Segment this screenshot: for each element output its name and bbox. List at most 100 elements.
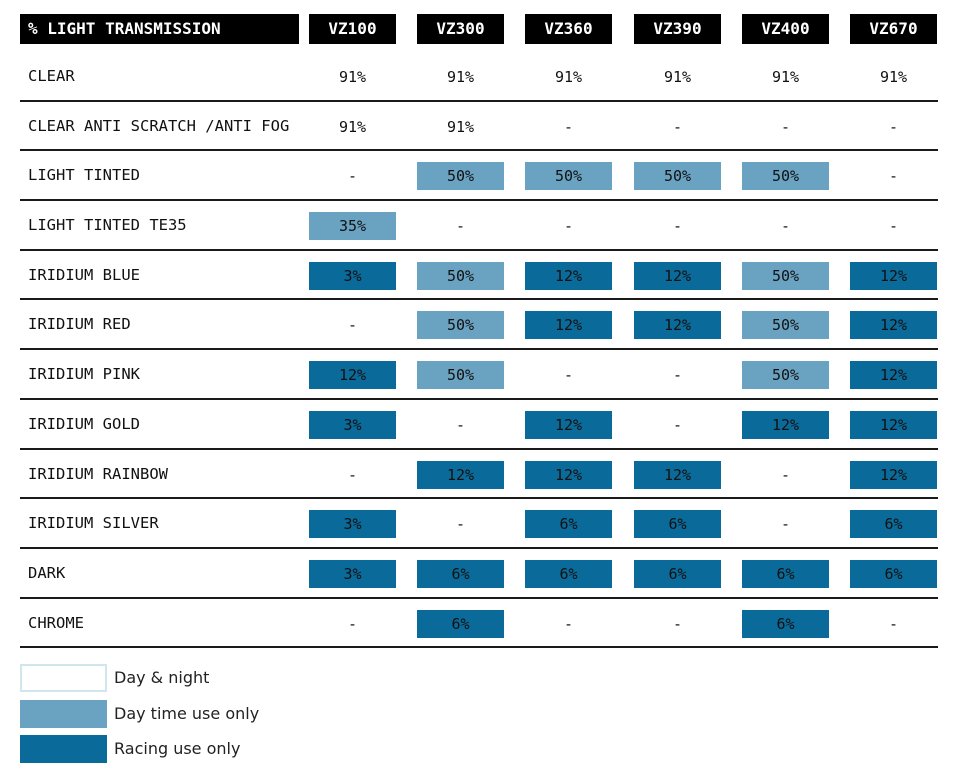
legend-label: Day time use only: [114, 703, 260, 723]
transmission-cell: 6%: [525, 510, 612, 539]
header-light-transmission: % LIGHT TRANSMISSION: [20, 14, 299, 44]
transmission-cell: 3%: [309, 261, 396, 290]
table-row: CHROME - 6% - - 6% -: [20, 599, 938, 649]
row-label: IRIDIUM BLUE: [28, 265, 140, 284]
table-row: IRIDIUM GOLD 3% - 12% - 12% 12%: [20, 400, 938, 450]
light-transmission-table: % LIGHT TRANSMISSION VZ100 VZ300 VZ360 VZ39…: [20, 14, 938, 649]
row-label: LIGHT TINTED: [28, 166, 140, 185]
transmission-cell: 3%: [309, 559, 396, 588]
transmission-cell: 91%: [879, 68, 908, 86]
table-header-row: % LIGHT TRANSMISSION VZ100 VZ300 VZ360 VZ39…: [20, 14, 938, 44]
transmission-cell: 6%: [417, 559, 504, 588]
transmission-cell: 91%: [771, 68, 800, 86]
transmission-cell: -: [455, 217, 466, 236]
transmission-cell: -: [672, 415, 683, 434]
header-vz670: VZ670: [850, 14, 937, 44]
transmission-cell: -: [780, 217, 791, 236]
transmission-cell: 50%: [634, 162, 721, 191]
transmission-cell: 6%: [417, 609, 504, 638]
transmission-cell: -: [780, 515, 791, 534]
transmission-cell: 50%: [742, 311, 829, 340]
table-row: LIGHT TINTED TE35 35% - - - - -: [20, 201, 938, 251]
legend-label: Racing use only: [114, 739, 241, 758]
transmission-cell: 12%: [525, 460, 612, 489]
transmission-cell: 6%: [634, 559, 721, 588]
transmission-cell: 6%: [634, 510, 721, 539]
row-label: DARK: [28, 563, 66, 582]
row-label: CLEAR: [28, 67, 75, 85]
transmission-cell: 6%: [850, 510, 937, 539]
table-row: IRIDIUM RED - 50% 12% 12% 50% 12%: [20, 300, 938, 351]
transmission-cell: 6%: [742, 609, 829, 638]
transmission-cell: 50%: [417, 261, 504, 290]
transmission-cell: -: [672, 614, 683, 633]
transmission-cell: 91%: [663, 68, 692, 86]
header-vz300: VZ300: [417, 14, 504, 44]
table-row: CLEAR 91% 91% 91% 91% 91% 91%: [20, 52, 938, 102]
transmission-cell: 12%: [525, 410, 612, 439]
table-row: IRIDIUM SILVER 3% - 6% 6% - 6%: [20, 499, 938, 549]
table-row: LIGHT TINTED - 50% 50% 50% 50% -: [20, 151, 938, 202]
row-label: IRIDIUM PINK: [28, 365, 140, 384]
transmission-cell: 50%: [742, 162, 829, 191]
transmission-cell: 12%: [850, 311, 937, 340]
table-row: CLEAR ANTI SCRATCH /ANTI FOG 91% 91% - - - -: [20, 102, 938, 152]
row-label: CHROME: [28, 613, 84, 632]
transmission-cell: 12%: [309, 361, 396, 390]
transmission-cell: -: [347, 167, 358, 186]
transmission-cell: -: [672, 217, 683, 236]
row-label: LIGHT TINTED TE35: [28, 216, 187, 235]
transmission-cell: -: [455, 515, 466, 534]
transmission-cell: -: [563, 217, 574, 236]
row-label: IRIDIUM SILVER: [28, 514, 159, 533]
transmission-cell: 3%: [309, 410, 396, 439]
transmission-cell: -: [888, 117, 899, 136]
transmission-cell: -: [455, 415, 466, 434]
transmission-cell: 12%: [634, 261, 721, 290]
transmission-cell: 91%: [446, 117, 475, 136]
transmission-cell: 91%: [554, 68, 583, 86]
transmission-cell: 12%: [850, 460, 937, 489]
legend-label: Day & night: [114, 668, 210, 687]
table-body: CLEAR 91% 91% 91% 91% 91% 91% CLEAR ANTI SCRATC…: [20, 52, 938, 649]
transmission-cell: -: [888, 217, 899, 236]
transmission-cell: 50%: [742, 261, 829, 290]
transmission-cell: 12%: [850, 361, 937, 390]
transmission-cell: 50%: [417, 162, 504, 191]
transmission-cell: 12%: [525, 261, 612, 290]
transmission-cell: 6%: [525, 559, 612, 588]
transmission-cell: -: [347, 614, 358, 633]
transmission-cell: -: [563, 117, 574, 136]
header-vz390: VZ390: [634, 14, 721, 44]
transmission-cell: 12%: [850, 261, 937, 290]
transmission-cell: 50%: [417, 311, 504, 340]
transmission-cell: 6%: [742, 559, 829, 588]
transmission-cell: 6%: [850, 559, 937, 588]
transmission-cell: 91%: [446, 68, 475, 86]
transmission-cell: 91%: [338, 68, 367, 86]
table-row: DARK 3% 6% 6% 6% 6% 6%: [20, 549, 938, 599]
legend-swatch: [20, 664, 107, 692]
transmission-cell: 50%: [742, 361, 829, 390]
transmission-cell: 50%: [525, 162, 612, 191]
transmission-cell: 12%: [525, 311, 612, 340]
transmission-cell: -: [888, 167, 899, 186]
row-label: IRIDIUM GOLD: [28, 414, 140, 433]
transmission-cell: 35%: [309, 212, 396, 241]
transmission-cell: 12%: [634, 311, 721, 340]
header-vz100: VZ100: [309, 14, 396, 44]
header-vz360: VZ360: [525, 14, 612, 44]
transmission-cell: 12%: [634, 460, 721, 489]
transmission-cell: 91%: [338, 117, 367, 136]
table-row: IRIDIUM BLUE 3% 50% 12% 12% 50% 12%: [20, 251, 938, 301]
legend-swatch: [20, 699, 107, 728]
header-vz400: VZ400: [742, 14, 829, 44]
row-label: CLEAR ANTI SCRATCH /ANTI FOG: [28, 116, 290, 135]
transmission-cell: -: [888, 614, 899, 633]
transmission-cell: -: [780, 465, 791, 484]
transmission-cell: 3%: [309, 510, 396, 539]
transmission-cell: -: [347, 465, 358, 484]
transmission-cell: -: [780, 117, 791, 136]
transmission-cell: -: [672, 117, 683, 136]
legend-swatch: [20, 735, 107, 763]
